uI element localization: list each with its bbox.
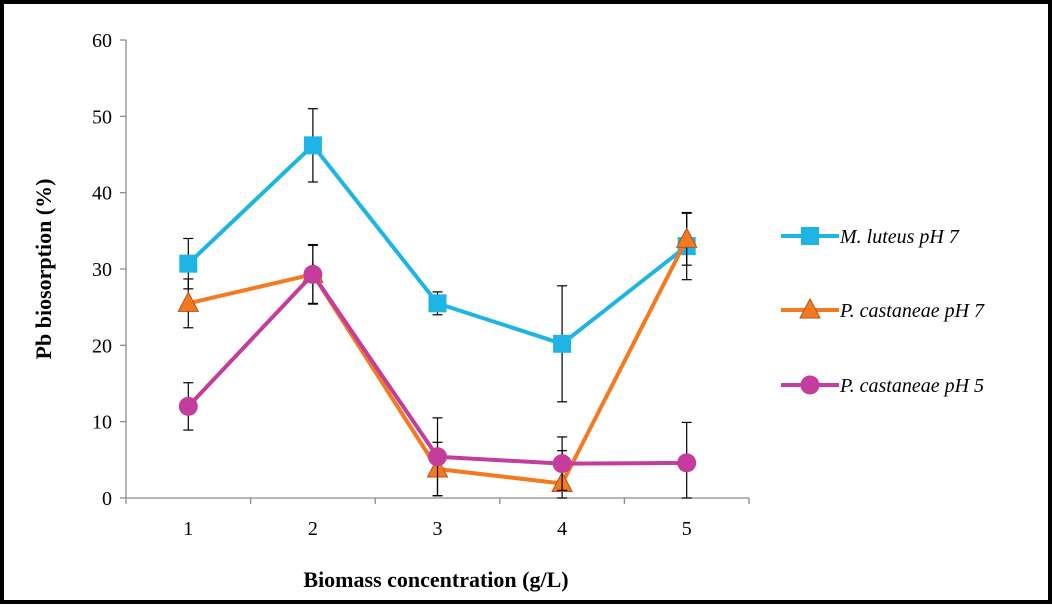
data-point [553, 334, 572, 353]
x-tick-label: 4 [557, 518, 567, 540]
data-point [303, 136, 322, 155]
series-layer [177, 108, 698, 499]
data-point [178, 396, 198, 416]
legend-marker [799, 297, 821, 319]
data-point [552, 454, 572, 474]
series-1 [179, 108, 696, 403]
x-tick-label: 5 [682, 518, 692, 540]
legend-label: M. luteus pH 7 [839, 226, 960, 248]
legend-item-2: P. castaneae pH 7 [781, 297, 985, 322]
legend-label: P. castaneae pH 5 [839, 375, 984, 397]
y-tick-label: 50 [92, 106, 112, 128]
series-3 [178, 243, 697, 499]
y-tick-label: 30 [92, 259, 112, 281]
y-tick-label: 40 [92, 183, 112, 205]
y-tick-label: 60 [92, 30, 112, 52]
data-point [677, 453, 697, 473]
legend: M. luteus pH 7 P. castaneae pH 7 P. castan… [781, 226, 985, 397]
y-tick-label: 20 [92, 335, 112, 357]
x-tick-label: 2 [308, 518, 318, 540]
x-tick-label: 1 [183, 518, 193, 540]
data-point [675, 227, 698, 248]
data-point [179, 254, 198, 273]
data-point [428, 447, 447, 467]
line-chart: 0 10 20 30 40 50 60 1 2 3 4 5 M. luteus pH 7 P. cas… [31, 30, 985, 592]
y-ticks: 0 10 20 30 40 50 60 [92, 30, 126, 510]
data-point [177, 291, 200, 312]
x-tick-label: 3 [433, 518, 443, 540]
data-point [303, 264, 323, 284]
data-point [428, 294, 447, 313]
y-tick-label: 10 [92, 412, 112, 434]
legend-marker [801, 227, 819, 245]
legend-item-3: P. castaneae pH 5 [781, 375, 984, 397]
x-ticks: 1 2 3 4 5 [125, 498, 750, 540]
y-axis-title: Pb biosorption (%) [31, 179, 56, 360]
legend-marker [800, 375, 820, 395]
legend-label: P. castaneae pH 7 [839, 300, 985, 322]
x-axis-title: Biomass concentration (g/L) [303, 567, 568, 592]
y-tick-label: 0 [102, 488, 112, 510]
legend-item-1: M. luteus pH 7 [781, 226, 960, 248]
